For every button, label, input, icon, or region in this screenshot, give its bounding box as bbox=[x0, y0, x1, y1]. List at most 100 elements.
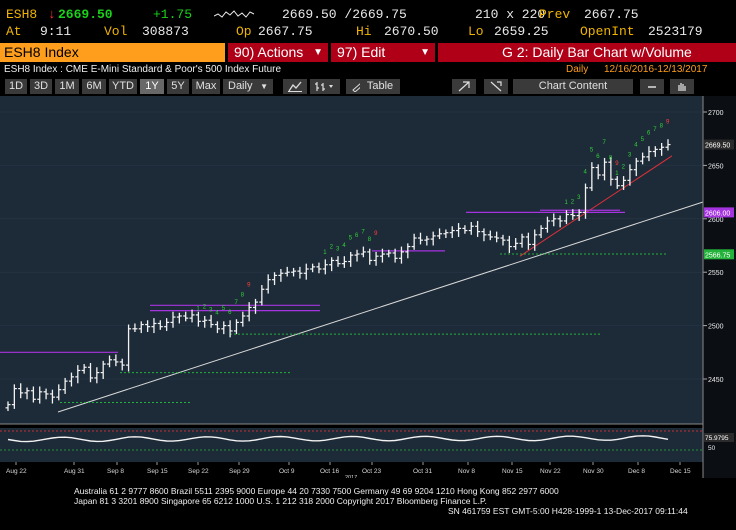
support-resistance-lines bbox=[0, 155, 704, 413]
open-interest-value: 2523179 bbox=[648, 24, 703, 39]
range-1d[interactable]: 1D bbox=[5, 79, 27, 94]
count-digit: 7 bbox=[653, 127, 657, 133]
x-tick-label: Sep 8 bbox=[107, 468, 124, 475]
count-digit: 2 bbox=[622, 164, 626, 170]
hand-icon[interactable] bbox=[670, 79, 694, 94]
high-value: 2670.50 bbox=[384, 24, 439, 39]
ticker: ESH8 bbox=[6, 7, 38, 22]
upper-level-tag-label: 2606.00 bbox=[705, 210, 730, 217]
y-axis: 2700 2650 2600 2550 2500 2450 2669.50 2606.00 25… bbox=[702, 96, 734, 478]
x-tick-label: Oct 31 bbox=[413, 468, 433, 475]
open-interest-label: OpenInt bbox=[580, 24, 635, 39]
x-tick-label: Dec 8 bbox=[628, 468, 645, 475]
lower-level-tag bbox=[704, 249, 734, 260]
down-arrow-icon: ↓ bbox=[48, 7, 56, 22]
period-label: Daily bbox=[566, 64, 589, 75]
indicator-tag bbox=[704, 433, 734, 442]
last-price-tag bbox=[704, 139, 734, 150]
count-digit: 4 bbox=[584, 169, 588, 175]
security-description: ESH8 Index : CME E-Mini Standard & Poor'… bbox=[4, 64, 282, 75]
count-digit: 5 bbox=[222, 306, 226, 312]
open-value: 2667.75 bbox=[258, 24, 313, 39]
count-digit: 1 bbox=[196, 307, 200, 313]
x-tick-label: Nov 22 bbox=[540, 468, 561, 475]
y-tick-label: 2550 bbox=[708, 270, 724, 277]
count-digit: 1 bbox=[323, 250, 327, 256]
frequency-label: Daily bbox=[228, 80, 253, 92]
x-tick-label: Oct 16 bbox=[320, 468, 340, 475]
indicator-panel-bg bbox=[0, 428, 703, 462]
net-change: +1.75 bbox=[153, 7, 193, 22]
range-6m[interactable]: 6M bbox=[82, 79, 106, 94]
count-digit: 2 bbox=[330, 244, 334, 250]
count-digit: 5 bbox=[349, 235, 353, 241]
count-digit: 9 bbox=[666, 120, 670, 126]
range-max[interactable]: Max bbox=[192, 79, 220, 94]
x-tick-label: Nov 8 bbox=[458, 468, 475, 475]
footer-line-2: Japan 81 3 3201 8900 Singapore 65 6212 1… bbox=[74, 496, 487, 506]
actions-menu[interactable]: 90) Actions ▼ bbox=[228, 43, 328, 62]
frequency-select[interactable]: Daily ▼ bbox=[223, 79, 273, 94]
volume-value: 308873 bbox=[142, 24, 189, 39]
line-chart-icon[interactable] bbox=[283, 79, 307, 94]
chart-content-button[interactable]: Chart Content bbox=[513, 79, 633, 94]
x-axis: Aug 22 Aug 31 Sep 8 Sep 15 Sep 22 Sep 29 Oct 9… bbox=[0, 423, 703, 481]
count-digit: 6 bbox=[647, 130, 651, 136]
channel-line bbox=[519, 155, 673, 257]
footer: Australia 61 2 9777 8600 Brazil 5511 239… bbox=[0, 486, 736, 516]
range-1m[interactable]: 1M bbox=[55, 79, 79, 94]
range-ytd[interactable]: YTD bbox=[109, 79, 137, 94]
indicator-tick-label: 50 bbox=[708, 445, 716, 452]
low-label: Lo bbox=[468, 24, 484, 39]
count-digit: 7 bbox=[603, 140, 607, 146]
x-tick-label: Aug 31 bbox=[64, 468, 85, 475]
table-button[interactable]: Table bbox=[360, 79, 400, 94]
price-bars bbox=[5, 139, 671, 412]
count-digit: 3 bbox=[209, 307, 213, 313]
intraday-sparkline bbox=[213, 8, 256, 20]
count-digit: 4 bbox=[342, 243, 346, 249]
price-panel-bg bbox=[0, 96, 703, 424]
count-digit: 1 bbox=[564, 200, 568, 206]
count-digit: 1 bbox=[615, 171, 619, 177]
chart-title: G 2: Daily Bar Chart w/Volume bbox=[502, 44, 692, 60]
header-row-1: ESH8 ↓ 2669.50 +1.75 2669.50 /2669.75 21… bbox=[0, 7, 736, 23]
prev-label: Prev bbox=[539, 7, 571, 22]
count-digit: 5 bbox=[590, 148, 594, 154]
count-digit: 9 bbox=[615, 161, 619, 167]
year-label: 2017 bbox=[345, 475, 357, 478]
range-1y[interactable]: 1Y bbox=[140, 79, 164, 94]
volume-label: Vol bbox=[104, 24, 128, 39]
indicator-line bbox=[7, 435, 669, 443]
edit-menu[interactable]: 97) Edit ▼ bbox=[331, 43, 435, 62]
lower-level-tag-label: 2566.75 bbox=[705, 252, 730, 259]
indicator: 75.9795 50 bbox=[0, 430, 734, 452]
at-label: At bbox=[6, 24, 22, 39]
count-digit: 2 bbox=[571, 200, 575, 206]
range-3d[interactable]: 3D bbox=[30, 79, 52, 94]
settings-icon[interactable] bbox=[484, 79, 508, 94]
last-price-tag-label: 2669.50 bbox=[705, 143, 730, 150]
range-5y[interactable]: 5Y bbox=[167, 79, 189, 94]
count-digit: 6 bbox=[228, 310, 232, 316]
count-digit: 7 bbox=[361, 230, 365, 236]
count-digit: 4 bbox=[215, 310, 219, 316]
low-value: 2659.25 bbox=[494, 24, 549, 39]
edit-label: 97) Edit bbox=[337, 44, 386, 60]
x-tick-label: Dec 15 bbox=[670, 468, 691, 475]
minus-icon[interactable] bbox=[640, 79, 664, 94]
high-label: Hi bbox=[356, 24, 372, 39]
prev-value: 2667.75 bbox=[584, 7, 639, 22]
upper-level-tag bbox=[704, 207, 734, 218]
x-tick-label: Sep 22 bbox=[188, 468, 209, 475]
count-digit: 8 bbox=[660, 124, 664, 130]
chevron-down-icon: ▼ bbox=[420, 47, 430, 58]
count-digit: 3 bbox=[577, 195, 581, 201]
count-digit: 9 bbox=[247, 283, 251, 289]
bar-chart-icon[interactable] bbox=[310, 79, 340, 94]
header-row-2: At 9:11 Vol 308873 Op 2667.75 Hi 2670.50… bbox=[0, 24, 736, 40]
security-field[interactable]: ESH8 Index bbox=[0, 43, 225, 62]
fullscreen-icon[interactable] bbox=[452, 79, 476, 94]
